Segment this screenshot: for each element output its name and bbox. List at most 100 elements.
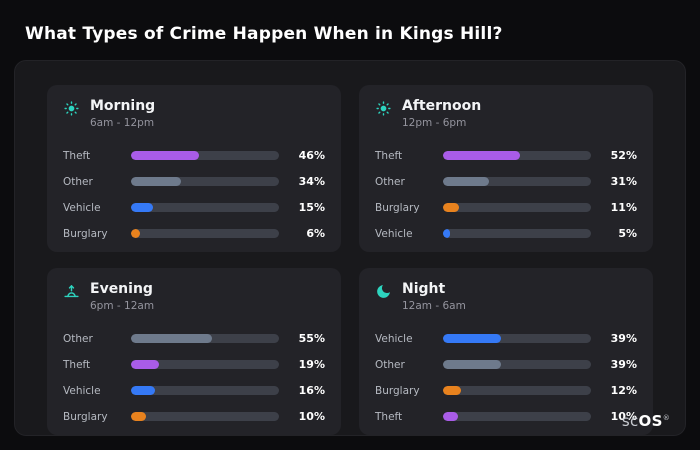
bar-value: 39% — [610, 332, 637, 345]
cards-grid: Morning 6am - 12pm Theft 46% Other 34% — [47, 85, 653, 435]
card-heading-text: Afternoon 12pm - 6pm — [402, 98, 481, 129]
bar-label: Theft — [63, 358, 91, 371]
bar-label: Other — [375, 175, 405, 188]
period-title: Afternoon — [402, 98, 482, 114]
period-card-afternoon: Afternoon 12pm - 6pm Theft 52% Other 31% — [359, 85, 653, 252]
bar-track — [443, 151, 591, 160]
bar-value: 11% — [610, 201, 637, 214]
bar-label: Theft — [63, 149, 91, 162]
bar-label: Burglary — [63, 410, 108, 423]
bar-track — [131, 334, 279, 343]
bar-row: Vehicle 16% — [63, 384, 325, 397]
bar-fill — [131, 203, 154, 212]
card-header: Morning 6am - 12pm — [63, 98, 325, 129]
bar-track — [443, 229, 591, 238]
bar-fill — [443, 177, 489, 186]
bar-track — [443, 334, 591, 343]
card-heading-text: Morning 6am - 12pm — [90, 98, 155, 129]
bar-row: Theft 19% — [63, 358, 325, 371]
page-title: What Types of Crime Happen When in Kings… — [25, 24, 503, 44]
bar-fill — [443, 334, 501, 343]
bar-value: 6% — [306, 227, 325, 240]
bar-track — [131, 177, 279, 186]
bar-fill — [131, 386, 155, 395]
sunrise-icon — [63, 283, 80, 300]
bar-value: 55% — [298, 332, 325, 345]
bar-rows: Other 55% Theft 19% Vehicle 16% — [63, 332, 325, 423]
bar-row: Other 39% — [375, 358, 637, 371]
bar-value: 15% — [298, 201, 325, 214]
bar-fill — [443, 360, 501, 369]
bar-label: Other — [63, 332, 93, 345]
bar-row: Other 31% — [375, 175, 637, 188]
bar-track — [443, 203, 591, 212]
bar-label: Burglary — [375, 201, 420, 214]
period-card-evening: Evening 6pm - 12am Other 55% Theft 19% — [47, 268, 341, 435]
period-card-night: Night 12am - 6am Vehicle 39% Other 39% — [359, 268, 653, 435]
period-card-morning: Morning 6am - 12pm Theft 46% Other 34% — [47, 85, 341, 252]
brand-suffix: OS — [638, 412, 663, 430]
bar-label: Burglary — [375, 384, 420, 397]
bar-track — [443, 412, 591, 421]
bar-fill — [131, 360, 160, 369]
sun-icon — [63, 100, 80, 117]
bar-label: Burglary — [63, 227, 108, 240]
bar-value: 16% — [298, 384, 325, 397]
bar-rows: Vehicle 39% Other 39% Burglary 12% — [375, 332, 637, 423]
bar-row: Burglary 6% — [63, 227, 325, 240]
bar-value: 10% — [298, 410, 325, 423]
period-subtitle: 12am - 6am — [402, 300, 466, 312]
brand-logo: scOS® — [622, 412, 670, 430]
period-title: Evening — [90, 281, 153, 297]
bar-row: Theft 52% — [375, 149, 637, 162]
bar-label: Other — [375, 358, 405, 371]
moon-icon — [375, 283, 392, 300]
bar-row: Other 34% — [63, 175, 325, 188]
period-subtitle: 12pm - 6pm — [402, 117, 467, 129]
bar-row: Vehicle 39% — [375, 332, 637, 345]
bar-fill — [131, 229, 140, 238]
bar-value: 10% — [610, 410, 637, 423]
period-title: Night — [402, 281, 446, 297]
bar-label: Vehicle — [63, 201, 101, 214]
bar-label: Theft — [375, 149, 403, 162]
bar-fill — [131, 151, 200, 160]
bar-track — [443, 177, 591, 186]
bar-fill — [131, 334, 213, 343]
bar-row: Burglary 10% — [63, 410, 325, 423]
bar-track — [131, 229, 279, 238]
bar-row: Theft 46% — [63, 149, 325, 162]
period-subtitle: 6am - 12pm — [90, 117, 155, 129]
bar-fill — [443, 386, 461, 395]
bar-value: 39% — [610, 358, 637, 371]
bar-value: 46% — [298, 149, 325, 162]
period-subtitle: 6pm - 12am — [90, 300, 155, 312]
bar-label: Theft — [375, 410, 403, 423]
bar-track — [131, 386, 279, 395]
card-header: Night 12am - 6am — [375, 281, 637, 312]
bar-fill — [443, 151, 520, 160]
card-heading-text: Evening 6pm - 12am — [90, 281, 154, 312]
bar-track — [131, 360, 279, 369]
bar-value: 52% — [610, 149, 637, 162]
stats-panel: Morning 6am - 12pm Theft 46% Other 34% — [14, 60, 686, 436]
bar-label: Vehicle — [375, 227, 413, 240]
bar-fill — [131, 412, 146, 421]
bar-rows: Theft 52% Other 31% Burglary 11% — [375, 149, 637, 240]
bar-label: Vehicle — [375, 332, 413, 345]
bar-track — [443, 360, 591, 369]
bar-fill — [443, 412, 458, 421]
bar-track — [131, 151, 279, 160]
bar-track — [131, 203, 279, 212]
bar-value: 31% — [610, 175, 637, 188]
bar-row: Vehicle 5% — [375, 227, 637, 240]
bar-row: Theft 10% — [375, 410, 637, 423]
bar-rows: Theft 46% Other 34% Vehicle 15% — [63, 149, 325, 240]
bar-value: 34% — [298, 175, 325, 188]
bar-track — [131, 412, 279, 421]
card-header: Evening 6pm - 12am — [63, 281, 325, 312]
bar-row: Burglary 12% — [375, 384, 637, 397]
bar-track — [443, 386, 591, 395]
bar-row: Other 55% — [63, 332, 325, 345]
bar-fill — [443, 229, 451, 238]
